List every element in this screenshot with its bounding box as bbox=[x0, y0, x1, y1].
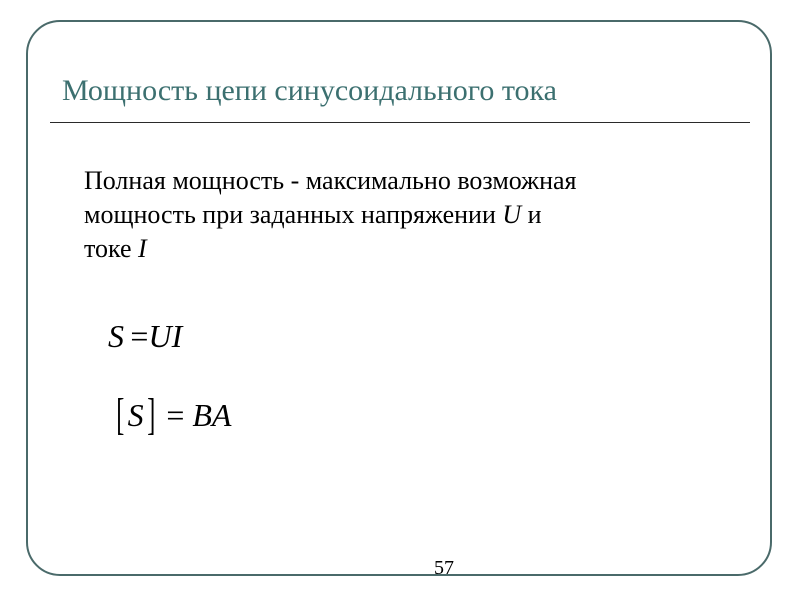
body-line: Полная мощность - максимально возможная bbox=[84, 164, 704, 198]
body-line: токе I bbox=[84, 232, 704, 266]
body-line: мощность при заданных напряжении U и bbox=[84, 198, 704, 232]
formula-apparent-power: S =UI bbox=[108, 318, 182, 355]
slide-title: Мощность цепи синусоидального тока bbox=[62, 74, 557, 108]
title-underline bbox=[50, 122, 750, 123]
body-paragraph: Полная мощность - максимально возможнаям… bbox=[84, 164, 704, 266]
page-number: 57 bbox=[434, 557, 454, 580]
formula-unit: [S] = BA bbox=[113, 386, 231, 437]
